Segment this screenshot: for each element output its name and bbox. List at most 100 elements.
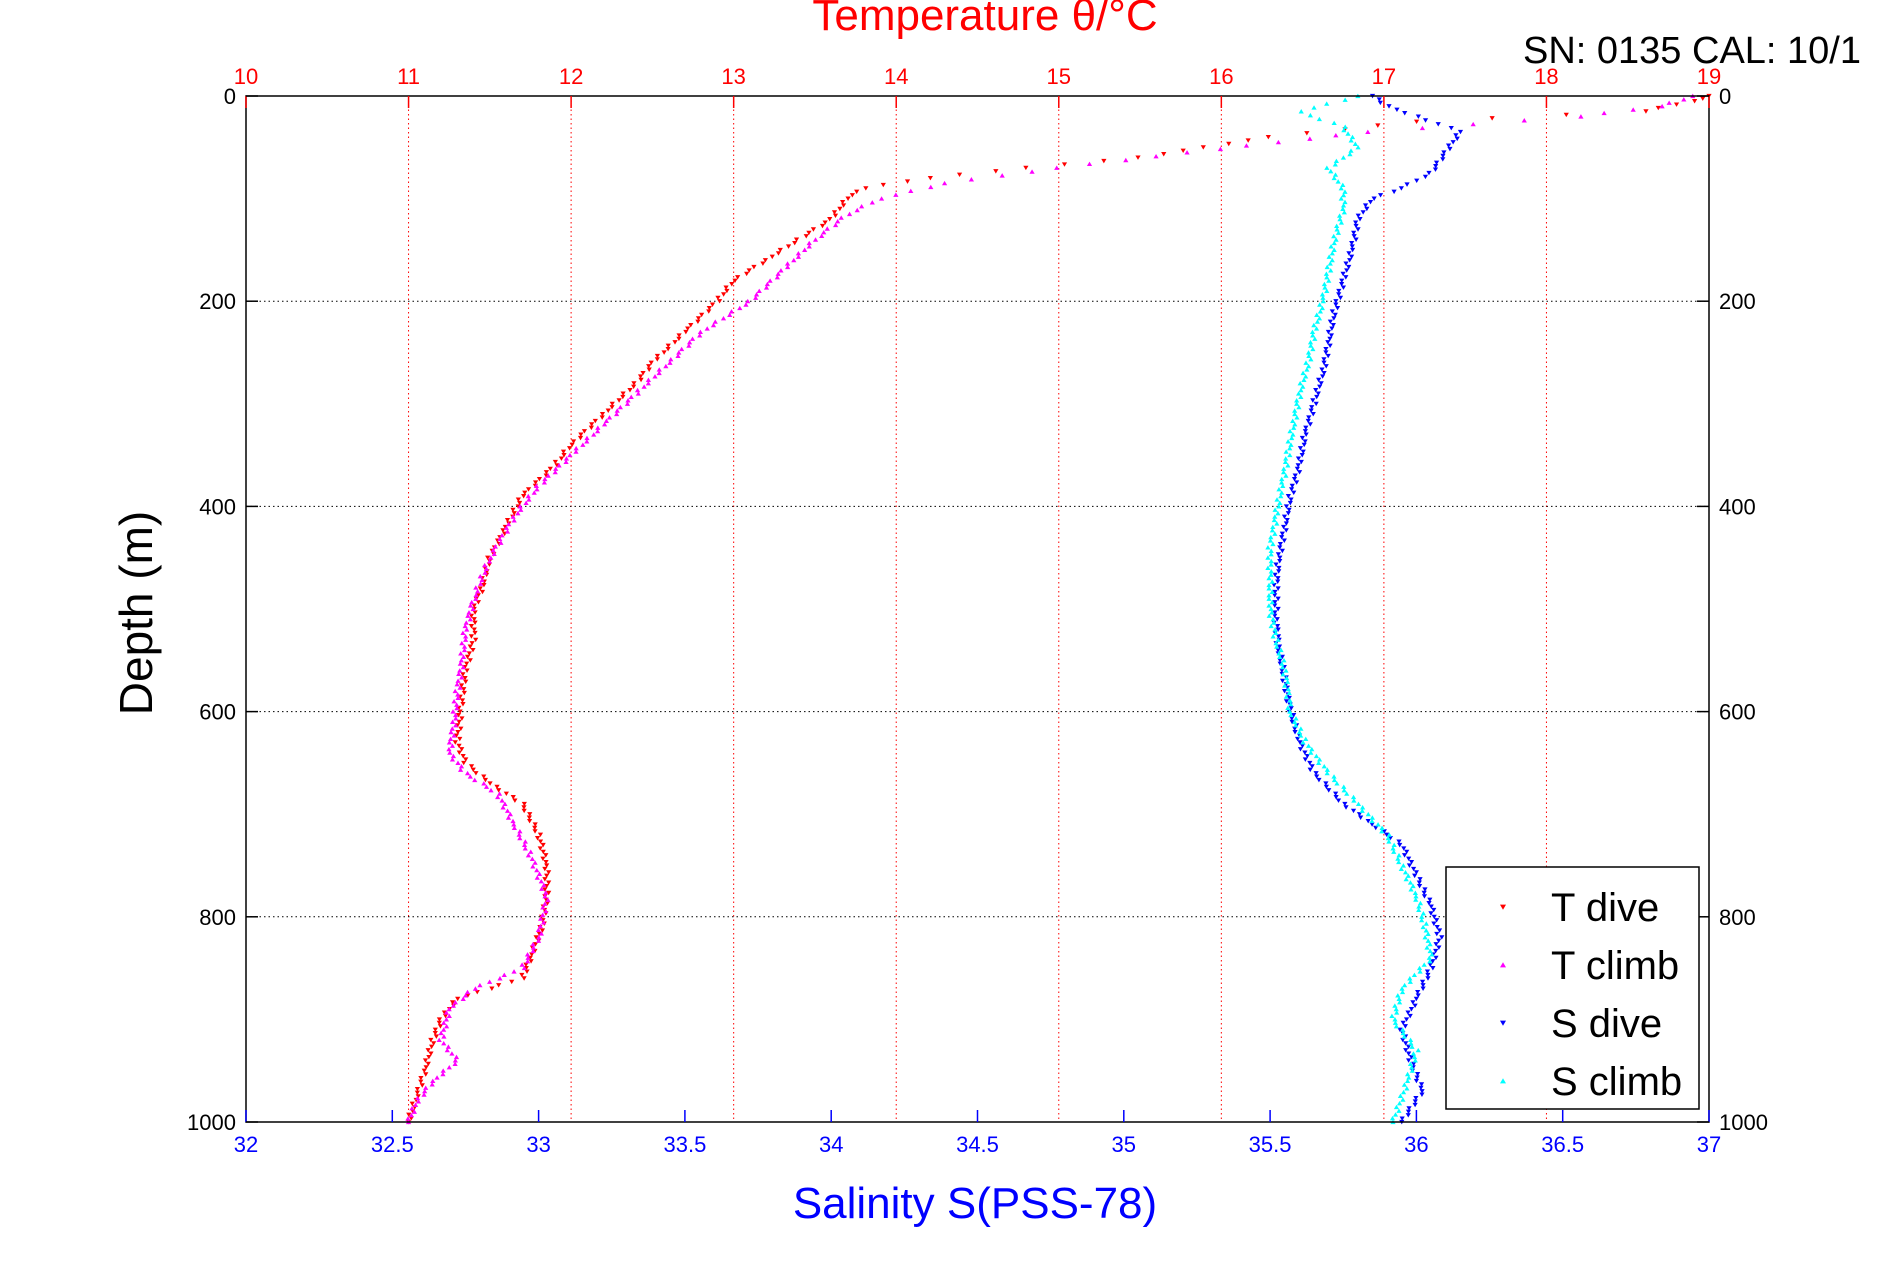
- data-point-t-dive: [432, 1027, 438, 1032]
- data-point-t-dive: [521, 801, 527, 807]
- data-point-t-climb: [463, 620, 469, 625]
- data-point-t-climb: [483, 784, 490, 789]
- data-point-s-climb: [1324, 101, 1330, 106]
- data-point-s-dive: [1417, 877, 1423, 882]
- data-point-t-climb: [462, 623, 468, 629]
- data-point-t-climb: [624, 401, 631, 406]
- data-point-t-climb: [446, 1064, 452, 1070]
- data-point-s-climb: [1406, 1075, 1412, 1080]
- data-point-s-climb: [1279, 661, 1285, 666]
- data-point-t-climb: [460, 996, 466, 1001]
- data-point-t-dive: [1023, 165, 1029, 171]
- data-point-s-dive: [1316, 377, 1322, 383]
- data-point-t-dive: [599, 415, 605, 420]
- top-axis-tick-label: 14: [884, 64, 908, 89]
- data-point-s-climb: [1321, 763, 1327, 769]
- data-point-t-dive: [546, 870, 552, 875]
- data-point-s-climb: [1392, 1017, 1398, 1022]
- data-point-t-climb: [743, 302, 749, 307]
- data-point-t-climb: [464, 627, 470, 632]
- data-point-t-dive: [717, 299, 723, 304]
- data-point-t-climb: [492, 544, 498, 549]
- data-point-s-dive: [1431, 921, 1437, 926]
- data-point-t-dive: [521, 976, 527, 981]
- data-point-t-climb: [634, 387, 641, 393]
- data-point-t-climb: [450, 719, 456, 724]
- data-point-t-dive: [993, 169, 999, 174]
- data-point-s-dive: [1328, 333, 1335, 338]
- data-point-t-climb: [1184, 150, 1190, 155]
- data-point-t-climb: [500, 805, 506, 810]
- data-point-t-dive: [1135, 155, 1141, 160]
- data-point-s-climb: [1396, 859, 1402, 865]
- data-point-s-dive: [1294, 480, 1300, 485]
- data-point-t-dive: [482, 777, 489, 783]
- data-point-s-climb: [1395, 856, 1401, 861]
- data-point-t-dive: [592, 418, 598, 424]
- top-axis-tick-label: 18: [1534, 64, 1558, 89]
- data-point-s-dive: [1358, 815, 1364, 820]
- data-point-t-dive: [425, 1061, 431, 1067]
- data-point-s-dive: [1351, 230, 1357, 236]
- data-point-s-climb: [1400, 863, 1406, 868]
- data-point-s-dive: [1346, 251, 1352, 256]
- data-point-s-dive: [1297, 747, 1304, 752]
- data-point-s-climb: [1411, 1054, 1418, 1060]
- data-point-s-climb: [1329, 257, 1335, 263]
- data-point-t-dive: [1061, 162, 1068, 167]
- data-point-s-dive: [1351, 234, 1357, 239]
- data-point-s-climb: [1268, 558, 1274, 564]
- data-point-s-dive: [1327, 319, 1333, 325]
- data-point-t-climb: [460, 630, 466, 636]
- data-point-t-climb: [614, 408, 620, 413]
- data-point-t-climb: [563, 456, 570, 461]
- data-point-s-climb: [1283, 449, 1289, 454]
- data-point-s-dive: [1412, 873, 1418, 879]
- data-point-t-climb: [453, 722, 459, 728]
- data-point-t-climb: [745, 298, 751, 304]
- data-point-s-climb: [1287, 698, 1293, 703]
- data-point-s-climb: [1419, 917, 1425, 923]
- data-point-t-climb: [1601, 110, 1607, 116]
- data-point-t-climb: [728, 309, 735, 314]
- data-point-t-climb: [510, 514, 516, 519]
- data-point-t-climb: [497, 536, 503, 542]
- data-point-s-dive: [1281, 538, 1287, 543]
- data-point-s-climb: [1316, 760, 1322, 765]
- data-point-t-dive: [487, 781, 493, 786]
- data-point-t-climb: [928, 184, 934, 190]
- data-point-t-dive: [471, 603, 477, 608]
- data-point-s-climb: [1272, 627, 1278, 632]
- data-point-t-climb: [460, 654, 467, 659]
- data-point-t-dive: [695, 319, 701, 325]
- data-point-t-dive: [503, 791, 509, 797]
- data-point-s-dive: [1275, 634, 1282, 639]
- data-point-t-dive: [854, 189, 860, 195]
- data-point-t-climb: [444, 1023, 450, 1029]
- data-point-s-dive: [1289, 483, 1295, 489]
- data-point-t-climb: [686, 343, 692, 348]
- data-point-s-climb: [1290, 432, 1296, 437]
- data-point-t-climb: [534, 875, 540, 880]
- data-point-s-dive: [1275, 552, 1281, 557]
- data-point-s-dive: [1321, 370, 1327, 376]
- data-point-s-dive: [1272, 600, 1278, 605]
- data-point-t-climb: [645, 380, 651, 386]
- data-point-t-climb: [511, 969, 517, 974]
- data-point-t-climb: [505, 815, 512, 820]
- data-point-t-dive: [631, 384, 637, 390]
- data-point-t-dive: [880, 182, 886, 188]
- data-point-t-climb: [675, 353, 681, 358]
- data-point-t-climb: [1659, 103, 1665, 109]
- data-point-s-climb: [1369, 815, 1375, 820]
- data-point-s-dive: [1347, 258, 1353, 263]
- data-point-s-dive: [1316, 777, 1322, 783]
- data-point-t-dive: [421, 1068, 427, 1074]
- data-point-t-dive: [525, 487, 532, 492]
- data-point-t-climb: [528, 849, 534, 854]
- data-point-t-climb: [756, 288, 762, 294]
- data-point-t-climb: [1666, 100, 1672, 105]
- data-point-t-dive: [569, 442, 575, 448]
- data-point-t-climb: [517, 504, 523, 509]
- data-point-t-climb: [806, 244, 812, 249]
